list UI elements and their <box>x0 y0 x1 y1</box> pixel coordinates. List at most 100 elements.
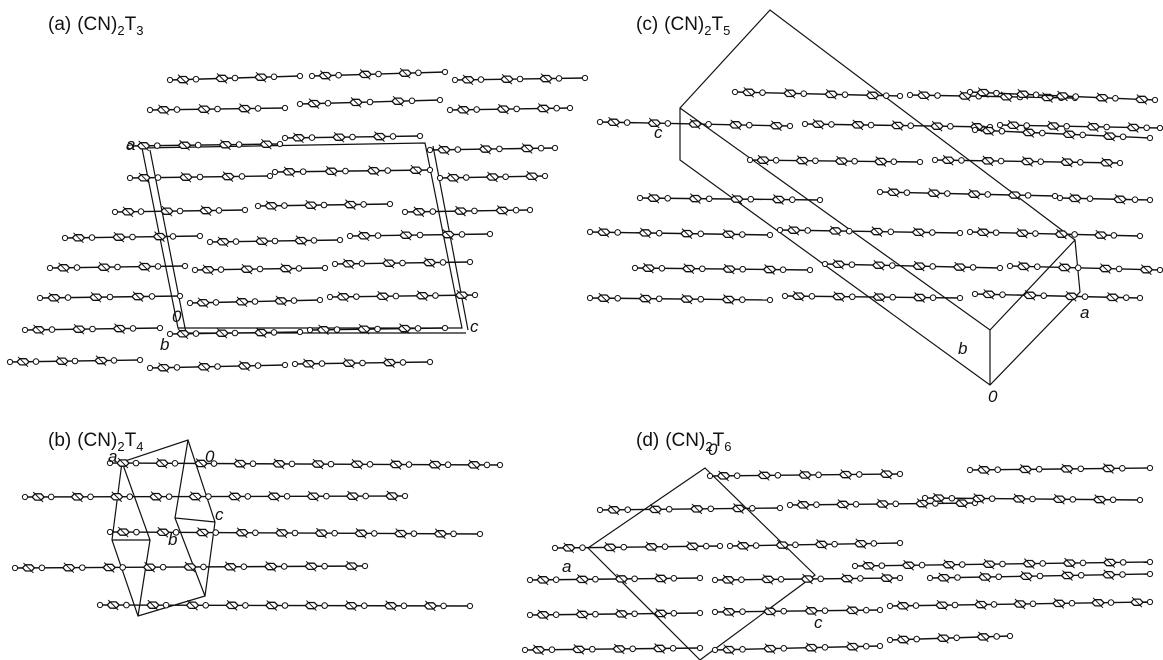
atom <box>967 89 972 94</box>
atom <box>271 74 277 80</box>
atom <box>193 76 199 82</box>
atom <box>166 494 172 500</box>
atom <box>97 602 102 607</box>
atom <box>712 647 717 652</box>
molecule-row <box>255 200 392 211</box>
atom <box>597 507 602 512</box>
atom <box>732 89 737 94</box>
atom <box>630 646 636 652</box>
backbone <box>330 295 475 297</box>
molecules <box>7 68 1162 655</box>
atom <box>805 228 811 234</box>
atom <box>216 208 222 214</box>
atom <box>907 92 912 97</box>
atom <box>697 575 702 580</box>
atom <box>707 473 712 478</box>
atom <box>322 265 327 270</box>
backbone <box>275 170 430 172</box>
atom <box>1147 559 1152 564</box>
formula: (CN) <box>665 430 705 451</box>
atom <box>625 507 631 513</box>
atom <box>850 294 856 300</box>
atom <box>527 207 532 212</box>
axis-label: b <box>958 339 967 358</box>
atom <box>1052 193 1057 198</box>
atom <box>816 472 822 478</box>
atom <box>367 99 373 105</box>
atom <box>163 602 169 608</box>
atom <box>871 541 877 547</box>
molecule-row <box>187 296 322 308</box>
atom <box>517 76 523 82</box>
atom <box>187 300 192 305</box>
atom <box>459 232 465 238</box>
atom <box>727 543 732 548</box>
atom <box>858 576 864 582</box>
atom <box>697 610 702 615</box>
panel-letter: (d) <box>636 430 659 451</box>
atom <box>930 264 936 270</box>
molecule-row <box>147 361 287 373</box>
atom <box>852 158 858 164</box>
atom <box>1000 561 1006 567</box>
molecule-row <box>402 205 532 216</box>
atom <box>1147 571 1152 576</box>
atom <box>463 175 469 181</box>
panel-letter: (a) <box>48 14 71 35</box>
panel-title: (a)(CN)2T3 <box>48 14 143 38</box>
molecule-row <box>587 293 772 304</box>
molecule-row <box>1007 261 1162 274</box>
subscript: 2 <box>704 23 711 38</box>
atom <box>615 230 621 236</box>
molecule-row <box>127 139 282 151</box>
molecule-row <box>12 561 367 573</box>
atom <box>659 266 665 272</box>
atom <box>147 107 152 112</box>
atom <box>773 158 779 164</box>
atom <box>400 260 406 266</box>
atom <box>863 607 869 613</box>
atom <box>177 208 183 214</box>
atom <box>361 202 367 208</box>
atom <box>401 603 407 609</box>
atom <box>170 234 176 240</box>
atom <box>957 230 962 235</box>
atom <box>375 326 381 332</box>
atom <box>292 530 298 536</box>
atom <box>554 105 560 111</box>
atom <box>272 238 278 244</box>
atom <box>257 266 263 272</box>
atom <box>33 359 39 365</box>
atom <box>997 265 1002 270</box>
atom <box>130 234 136 240</box>
atom <box>415 326 421 332</box>
atom <box>777 227 782 232</box>
atom <box>387 201 392 206</box>
atom <box>778 576 784 582</box>
atom <box>107 294 113 300</box>
molecule-row <box>822 259 1002 272</box>
molecule-row <box>887 597 1152 611</box>
atom <box>472 208 478 214</box>
atom <box>1034 264 1040 270</box>
atom <box>813 158 819 164</box>
atom <box>452 77 457 82</box>
atom <box>1147 197 1152 202</box>
atom <box>998 158 1004 164</box>
atom <box>1157 267 1162 272</box>
atom <box>624 120 630 126</box>
formula: T <box>125 430 137 451</box>
atom <box>632 265 637 270</box>
atom <box>829 122 835 128</box>
atom <box>1078 572 1084 578</box>
atom <box>712 609 717 614</box>
atom <box>12 565 17 570</box>
molecule-row <box>877 187 1057 200</box>
axis-label: b <box>168 530 177 549</box>
atom <box>1104 124 1110 130</box>
atom <box>948 124 954 130</box>
atom <box>1116 266 1122 272</box>
molecule-row <box>332 258 472 269</box>
atom <box>300 169 306 175</box>
atom <box>888 229 894 235</box>
